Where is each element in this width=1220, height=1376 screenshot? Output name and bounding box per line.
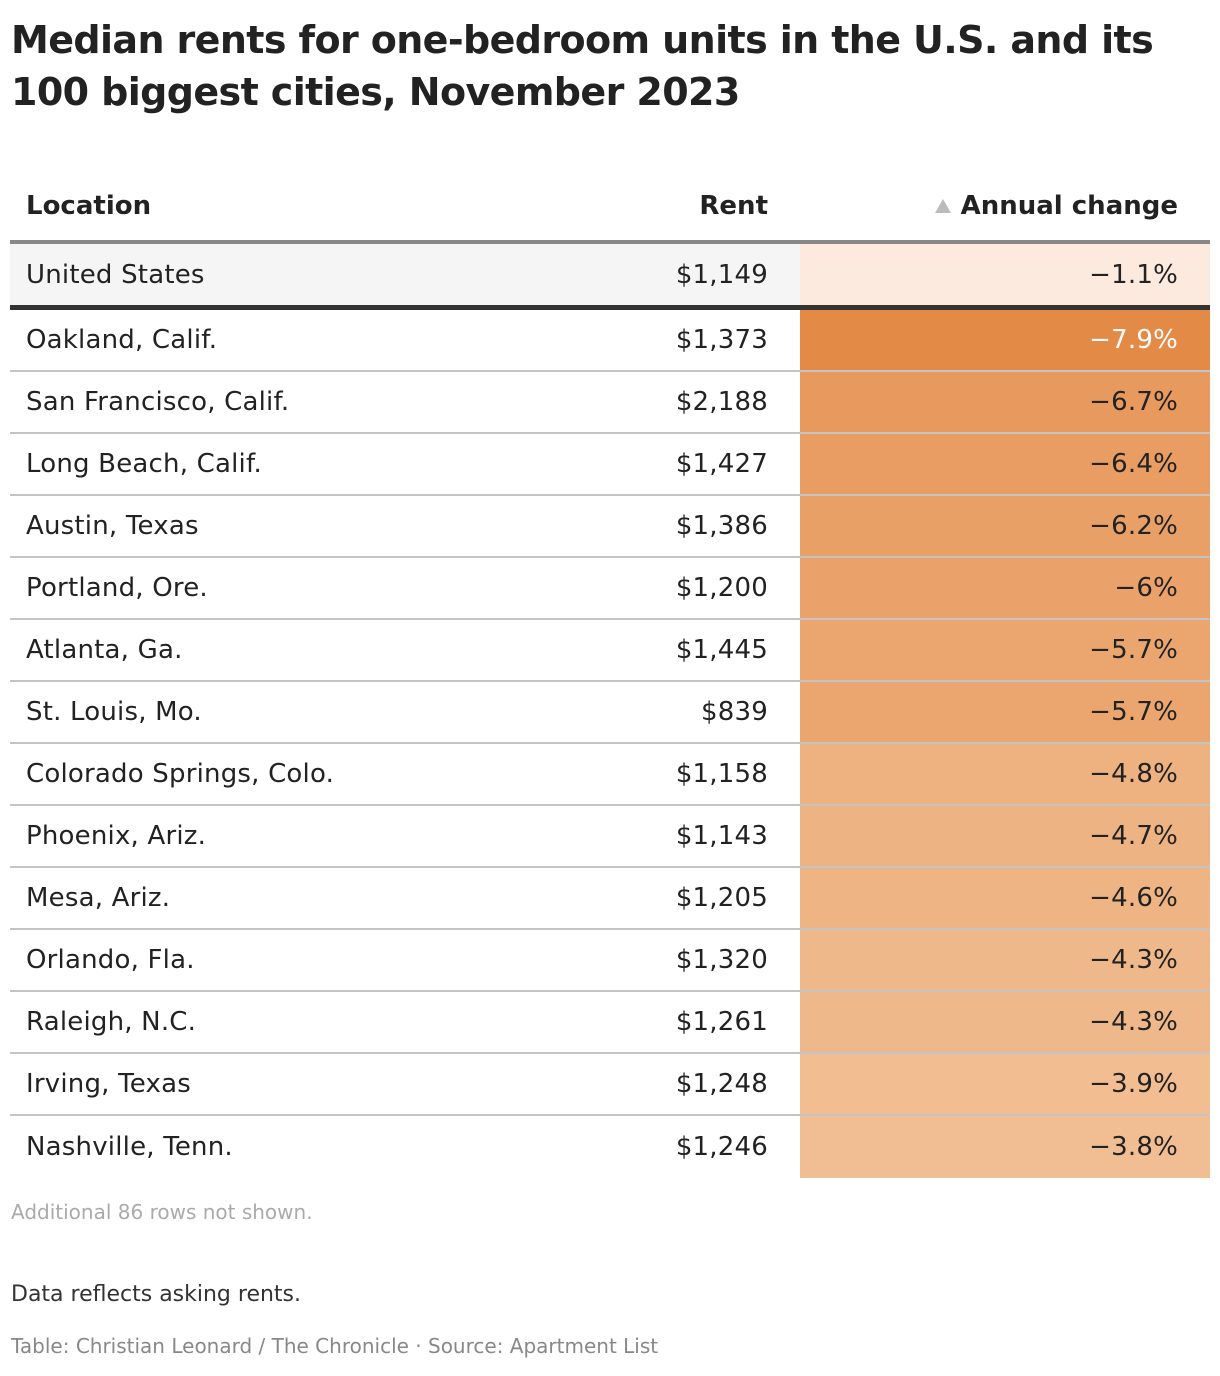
table-row: Mesa, Ariz. $1,205 −4.6% — [10, 868, 1210, 930]
rent-cell: $1,373 — [675, 325, 768, 355]
data-note: Data reflects asking rents. — [11, 1282, 302, 1307]
table-row: Oakland, Calif. $1,373 −7.9% — [10, 310, 1210, 372]
table-row: Long Beach, Calif. $1,427 −6.4% — [10, 434, 1210, 496]
data-table: Location Rent Annual change United State… — [10, 176, 1210, 1178]
table-row: Portland, Ore. $1,200 −6% — [10, 558, 1210, 620]
table-header: Location Rent Annual change — [10, 176, 1210, 244]
location-cell: Phoenix, Ariz. — [26, 821, 207, 851]
annual-change-cell: −4.3% — [800, 992, 1210, 1052]
column-header-annual-change-label: Annual change — [960, 191, 1178, 221]
annual-change-cell: −4.7% — [800, 806, 1210, 866]
location-cell: Portland, Ore. — [26, 573, 208, 603]
table-row: Colorado Springs, Colo. $1,158 −4.8% — [10, 744, 1210, 806]
location-cell: Atlanta, Ga. — [26, 635, 183, 665]
annual-change-cell: −4.6% — [800, 868, 1210, 928]
table-row: Irving, Texas $1,248 −3.9% — [10, 1054, 1210, 1116]
location-cell: St. Louis, Mo. — [26, 697, 202, 727]
location-cell: Long Beach, Calif. — [26, 449, 262, 479]
rent-cell: $1,149 — [675, 259, 768, 290]
rent-cell: $1,445 — [675, 635, 768, 665]
location-cell: Mesa, Ariz. — [26, 883, 171, 913]
us-total-row: United States $1,149 −1.1% — [10, 244, 1210, 310]
annual-change-cell: −6% — [800, 558, 1210, 618]
rent-cell: $1,200 — [675, 573, 768, 603]
table-row: Orlando, Fla. $1,320 −4.3% — [10, 930, 1210, 992]
rent-cell: $1,320 — [675, 945, 768, 975]
location-cell: Orlando, Fla. — [26, 945, 195, 975]
column-header-location[interactable]: Location — [26, 191, 152, 221]
annual-change-cell: −5.7% — [800, 620, 1210, 680]
rent-cell: $839 — [701, 697, 768, 727]
location-cell: Nashville, Tenn. — [26, 1132, 233, 1162]
column-header-rent[interactable]: Rent — [699, 191, 768, 221]
table-body: United States $1,149 −1.1% Oakland, Calif. $… — [10, 244, 1210, 1178]
rent-cell: $1,246 — [675, 1132, 768, 1162]
sort-ascending-icon — [934, 199, 951, 213]
table-row: Raleigh, N.C. $1,261 −4.3% — [10, 992, 1210, 1054]
annual-change-cell: −3.9% — [800, 1054, 1210, 1114]
location-cell: Colorado Springs, Colo. — [26, 759, 335, 789]
rent-cell: $1,261 — [675, 1007, 768, 1037]
location-cell: Irving, Texas — [26, 1069, 191, 1099]
annual-change-cell: −6.7% — [800, 372, 1210, 432]
source-credit: Table: Christian Leonard / The Chronicle… — [11, 1334, 659, 1358]
table-row: Nashville, Tenn. $1,246 −3.8% — [10, 1116, 1210, 1178]
rent-cell: $1,248 — [675, 1069, 768, 1099]
table-row: Phoenix, Ariz. $1,143 −4.7% — [10, 806, 1210, 868]
annual-change-cell: −6.4% — [800, 434, 1210, 494]
rent-cell: $1,158 — [675, 759, 768, 789]
location-cell: Austin, Texas — [26, 511, 199, 541]
annual-change-cell: −1.1% — [800, 244, 1210, 305]
rent-cell: $2,188 — [675, 387, 768, 417]
annual-change-cell: −6.2% — [800, 496, 1210, 556]
rent-cell: $1,205 — [675, 883, 768, 913]
annual-change-cell: −4.3% — [800, 930, 1210, 990]
location-cell: United States — [26, 259, 205, 290]
rent-cell: $1,143 — [675, 821, 768, 851]
annual-change-cell: −5.7% — [800, 682, 1210, 742]
table-row: Atlanta, Ga. $1,445 −5.7% — [10, 620, 1210, 682]
table-row: St. Louis, Mo. $839 −5.7% — [10, 682, 1210, 744]
location-cell: Raleigh, N.C. — [26, 1007, 197, 1037]
rent-cell: $1,427 — [675, 449, 768, 479]
column-header-annual-change[interactable]: Annual change — [934, 190, 1178, 222]
annual-change-cell: −7.9% — [800, 310, 1210, 370]
annual-change-cell: −4.8% — [800, 744, 1210, 804]
table-row: Austin, Texas $1,386 −6.2% — [10, 496, 1210, 558]
table-row: San Francisco, Calif. $2,188 −6.7% — [10, 372, 1210, 434]
chart-title: Median rents for one-bedroom units in th… — [11, 18, 1154, 114]
annual-change-cell: −3.8% — [800, 1116, 1210, 1178]
rows-not-shown-note: Additional 86 rows not shown. — [11, 1200, 313, 1224]
rent-cell: $1,386 — [675, 511, 768, 541]
location-cell: San Francisco, Calif. — [26, 387, 290, 417]
location-cell: Oakland, Calif. — [26, 325, 218, 355]
